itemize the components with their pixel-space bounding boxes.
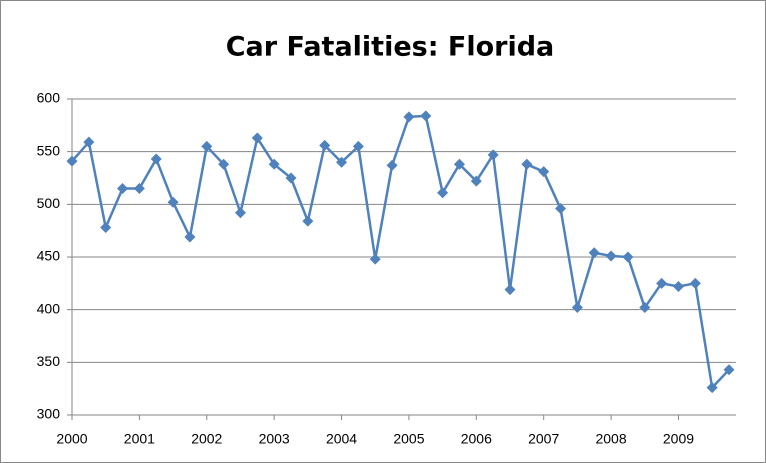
- point-marker: [268, 158, 280, 170]
- point-marker: [521, 158, 533, 170]
- point-marker: [285, 172, 297, 184]
- point-marker: [504, 284, 516, 296]
- point-marker: [538, 166, 550, 178]
- y-tick-label: 350: [37, 353, 61, 369]
- point-marker: [689, 277, 701, 289]
- point-marker: [403, 111, 415, 123]
- point-marker: [706, 382, 718, 394]
- point-marker: [555, 203, 567, 215]
- point-marker: [83, 136, 95, 148]
- point-marker: [251, 132, 263, 144]
- point-marker: [133, 183, 145, 195]
- y-tick-label: 550: [37, 142, 61, 158]
- point-marker: [571, 302, 583, 314]
- line: [71, 114, 730, 389]
- point-marker: [167, 196, 179, 208]
- y-tick-label: 400: [37, 300, 61, 316]
- point-marker: [100, 222, 112, 234]
- x-tick-label: 2007: [528, 431, 559, 447]
- point-marker: [184, 231, 196, 243]
- point-marker: [622, 251, 634, 263]
- point-marker: [302, 215, 314, 227]
- point-marker: [470, 175, 482, 187]
- point-marker: [672, 280, 684, 292]
- x-tick-label: 2009: [663, 431, 694, 447]
- x-tick-label: 2003: [259, 431, 290, 447]
- x-tick-label: 2000: [56, 431, 87, 447]
- point-marker: [336, 156, 348, 168]
- x-tick-label: 2005: [393, 431, 424, 447]
- point-marker: [352, 140, 364, 152]
- point-marker: [386, 159, 398, 171]
- y-tick-label: 300: [37, 406, 61, 422]
- x-tick-label: 2001: [124, 431, 155, 447]
- x-tick-label: 2004: [326, 431, 357, 447]
- y-tick-label: 600: [37, 90, 61, 106]
- chart-title: Car Fatalities: Florida: [226, 32, 555, 63]
- point-marker: [420, 110, 432, 122]
- point-marker: [234, 207, 246, 219]
- point-marker: [369, 253, 381, 265]
- point-marker: [117, 183, 129, 195]
- point-marker: [605, 250, 617, 262]
- point-marker: [319, 139, 331, 151]
- point-marker: [437, 187, 449, 199]
- x-tick-label: 2006: [461, 431, 492, 447]
- point-marker: [639, 302, 651, 314]
- point-marker: [66, 155, 78, 167]
- y-tick-label: 450: [37, 248, 61, 264]
- point-marker: [723, 364, 735, 376]
- point-marker: [487, 149, 499, 161]
- point-marker: [453, 158, 465, 170]
- point-marker: [218, 158, 230, 170]
- y-tick-label: 500: [37, 195, 61, 211]
- x-tick-label: 2002: [191, 431, 222, 447]
- point-marker: [656, 277, 668, 289]
- point-marker: [150, 153, 162, 165]
- x-tick-label: 2008: [595, 431, 626, 447]
- point-marker: [201, 140, 213, 152]
- point-marker: [588, 247, 600, 259]
